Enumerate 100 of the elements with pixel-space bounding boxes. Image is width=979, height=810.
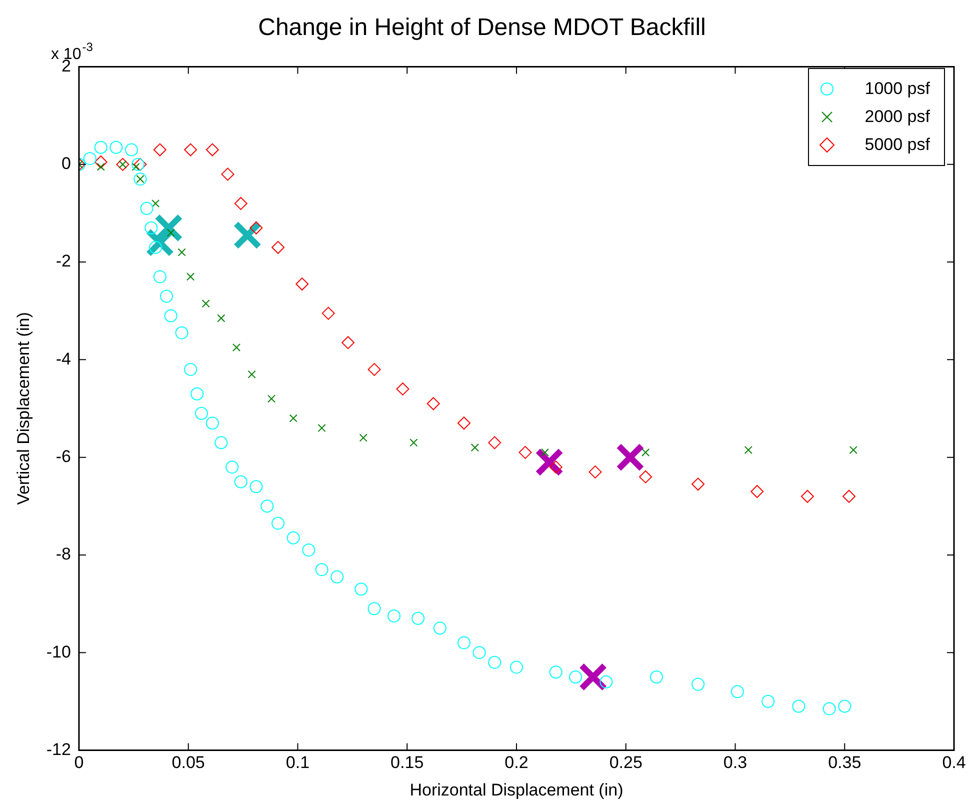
- y-tick-label: -2: [56, 252, 71, 271]
- point: [184, 362, 198, 376]
- point: [692, 678, 705, 691]
- point: [116, 158, 130, 171]
- y-tick-label: 0: [62, 154, 71, 174]
- x-tick-label: 0.1: [286, 753, 310, 772]
- point: [600, 675, 613, 688]
- point: [412, 612, 425, 625]
- point: [842, 490, 856, 503]
- point: [387, 609, 400, 622]
- point: [692, 478, 705, 491]
- point: [186, 272, 195, 281]
- x-tick-label: 0.2: [504, 753, 528, 772]
- point: [286, 531, 300, 544]
- point: [569, 670, 582, 684]
- point: [226, 460, 239, 474]
- point: [315, 563, 328, 576]
- point: [359, 434, 368, 442]
- point: [396, 382, 410, 396]
- point: [234, 196, 248, 210]
- point: [426, 397, 440, 410]
- x-tick-label: 0.4: [942, 753, 966, 772]
- x-tick-label: 0.35: [828, 753, 862, 772]
- y-tick-label: -6: [56, 447, 71, 466]
- point: [152, 199, 160, 208]
- point: [250, 221, 263, 234]
- legend-label: 2000 psf: [864, 107, 930, 127]
- point: [153, 143, 166, 156]
- point: [217, 314, 226, 322]
- point: [549, 666, 562, 679]
- y-axis-title: Vertical Displacement (in): [14, 312, 33, 505]
- point: [260, 500, 274, 513]
- point: [166, 228, 175, 237]
- legend-label: 1000 psf: [864, 79, 930, 99]
- y-tick-label: -8: [56, 544, 71, 564]
- point: [184, 143, 198, 156]
- point: [510, 660, 523, 674]
- point: [457, 636, 470, 650]
- point: [642, 448, 650, 456]
- point: [800, 490, 814, 503]
- point: [838, 700, 852, 713]
- point: [272, 516, 285, 530]
- x-tick-label: 0.15: [390, 753, 424, 772]
- point: [616, 443, 645, 472]
- point: [549, 460, 562, 474]
- point: [234, 475, 248, 488]
- point: [518, 446, 532, 459]
- point: [144, 221, 158, 234]
- point: [94, 140, 108, 154]
- point: [488, 436, 502, 450]
- point: [322, 306, 335, 320]
- point: [354, 582, 368, 596]
- point: [433, 622, 446, 635]
- legend-label: 5000 psf: [864, 135, 930, 155]
- point: [124, 143, 138, 156]
- point: [110, 140, 123, 154]
- point: [149, 240, 162, 254]
- y-tick-label: -10: [46, 642, 71, 662]
- point: [248, 370, 256, 378]
- point: [233, 220, 262, 250]
- point: [470, 444, 479, 452]
- point: [202, 300, 210, 308]
- y-tick-label: -4: [56, 349, 71, 368]
- point: [154, 214, 183, 242]
- point: [250, 480, 263, 494]
- x-tick-label: 0.3: [723, 753, 748, 772]
- x-tick-label: 0.25: [609, 753, 642, 772]
- point: [140, 202, 154, 215]
- point: [272, 240, 285, 254]
- point: [639, 470, 652, 484]
- point: [822, 702, 836, 716]
- point: [730, 685, 744, 698]
- point: [650, 670, 663, 684]
- point: [368, 602, 381, 616]
- point: [190, 387, 204, 400]
- point: [368, 362, 381, 376]
- point: [160, 290, 173, 303]
- point: [267, 394, 276, 403]
- point: [221, 168, 234, 181]
- point: [146, 228, 174, 257]
- point: [762, 694, 775, 708]
- x-tick-label: 0.05: [172, 753, 205, 772]
- point: [289, 414, 298, 422]
- point: [232, 343, 241, 352]
- point: [153, 270, 166, 284]
- point: [744, 446, 752, 454]
- point: [296, 278, 309, 291]
- point: [488, 656, 502, 669]
- y-tick-label: -12: [46, 740, 71, 759]
- point: [318, 424, 326, 432]
- point: [96, 162, 105, 171]
- point: [178, 248, 186, 256]
- point: [792, 700, 806, 713]
- x-tick-label: 0: [74, 753, 84, 772]
- point: [457, 416, 470, 430]
- point: [94, 155, 108, 168]
- point: [330, 570, 344, 584]
- point: [540, 448, 549, 456]
- point: [410, 438, 418, 447]
- point: [206, 416, 219, 430]
